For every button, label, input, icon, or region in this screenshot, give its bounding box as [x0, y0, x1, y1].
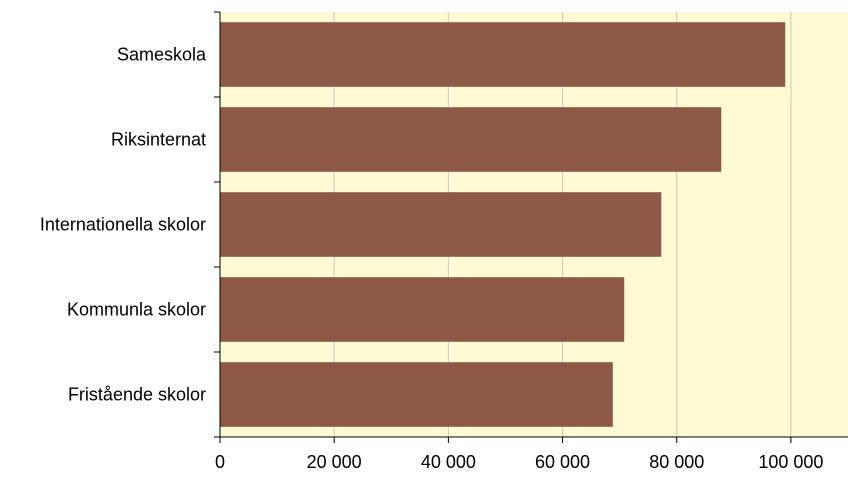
x-axis-tick-labels: 0 20 000 40 000 60 000 80 000 100 000	[215, 452, 823, 472]
y-axis-ticks	[214, 11, 220, 438]
x-tick-label: 40 000	[421, 452, 476, 472]
bar-internationella-skolor	[220, 192, 662, 257]
category-label: Fristående skolor	[68, 385, 206, 405]
category-labels: Sameskola Riksinternat Internationella sko…	[40, 45, 207, 405]
category-label: Riksinternat	[111, 130, 206, 150]
x-tick-label: 0	[215, 452, 225, 472]
bar-riksinternat	[220, 107, 722, 172]
category-label: Sameskola	[117, 45, 207, 65]
category-label: Kommunla skolor	[67, 300, 206, 320]
bar-sameskola	[220, 22, 786, 87]
x-tick-label: 100 000	[758, 452, 823, 472]
bars	[220, 22, 786, 427]
category-label: Internationella skolor	[40, 215, 206, 235]
x-tick-label: 60 000	[535, 452, 590, 472]
bar-frist-ende-skolor	[220, 362, 613, 427]
bar-kommunla-skolor	[220, 277, 625, 342]
x-tick-label: 20 000	[307, 452, 362, 472]
x-axis-ticks	[219, 437, 792, 443]
x-tick-label: 80 000	[649, 452, 704, 472]
